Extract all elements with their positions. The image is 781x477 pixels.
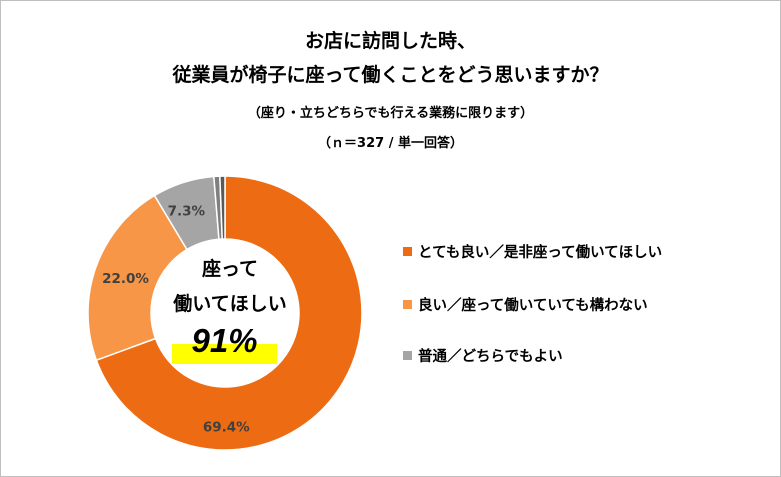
data-label-good: 22.0% [102, 271, 149, 287]
donut-slice-very-good [95, 175, 363, 451]
data-label-very-good: 69.4% [203, 419, 250, 435]
legend-label-neutral: 普通／どちらでもよい [418, 348, 563, 365]
legend-label-very-good: とても良い／是非座って働いてほしい [418, 244, 663, 261]
legend-swatch-good [403, 299, 412, 309]
chart-subtitle: （座り・立ちどちらでも行える業務に限ります） [247, 106, 534, 121]
center-label-line-1: 座って [201, 258, 259, 280]
donut-slice-other-b [219, 175, 226, 240]
legend-swatch-neutral [403, 350, 412, 360]
center-value-highlight [172, 344, 277, 364]
legend-label-good: 良い／座って働いていても構わない [418, 297, 648, 314]
center-value: 91% [191, 322, 258, 359]
legend-swatch-very-good [403, 246, 412, 256]
legend-item-good: 良い／座って働いていても構わない [403, 294, 648, 314]
legend-item-very-good: とても良い／是非座って働いてほしい [403, 241, 662, 261]
donut-slice-good [87, 194, 188, 362]
chart-title-line-2: 従業員が椅子に座って働くことをどう思いますか？ [172, 64, 609, 86]
legend-item-neutral: 普通／どちらでもよい [403, 345, 563, 365]
center-label-line-2: 働いてほしい [173, 293, 287, 315]
data-label-neutral: 7.3% [168, 204, 206, 220]
chart-title-line-1: お店に訪問した時、 [304, 30, 476, 52]
sample-size-note: （ｎ＝327 / 単一回答） [318, 136, 463, 151]
